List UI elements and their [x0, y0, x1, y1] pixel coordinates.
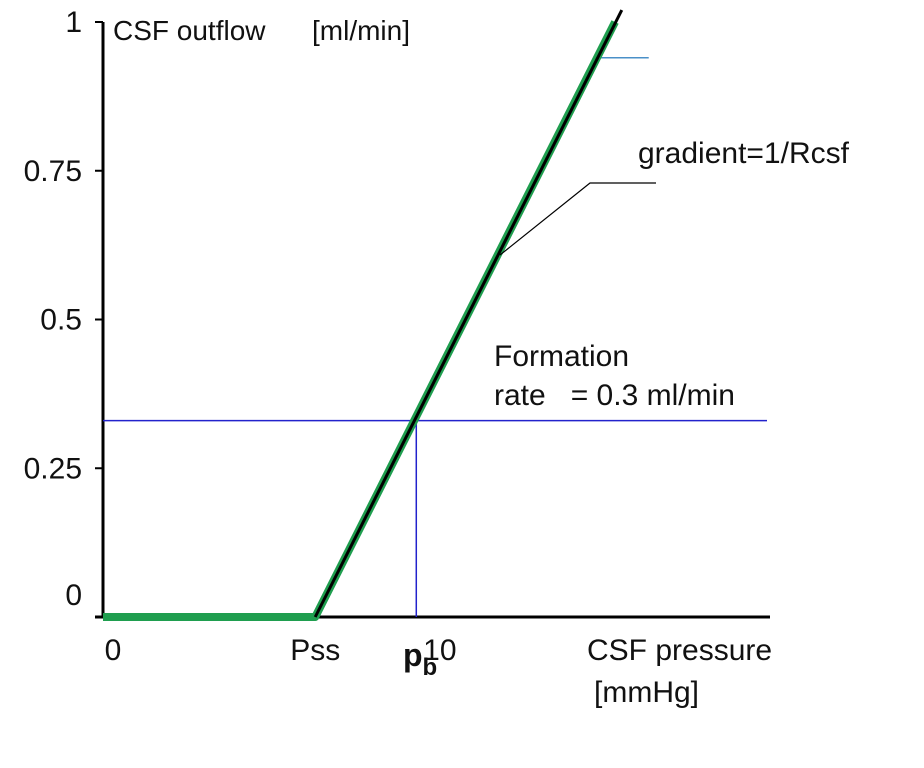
y-tick-label: 1: [65, 6, 82, 39]
y-axis-label: CSF outflow: [113, 15, 266, 46]
pb-label: pb: [403, 637, 437, 681]
gradient-label: gradient=1/Rcsf: [638, 137, 850, 170]
pb-label-subscript: b: [423, 654, 438, 681]
x-ticks: 0 Pss 10: [105, 634, 457, 667]
x-tick-label: Pss: [290, 634, 340, 667]
y-tick-label: 0.25: [24, 452, 82, 485]
y-tick-label: 0.75: [24, 155, 82, 188]
pb-label-main: p: [403, 637, 423, 673]
x-tick-label: 0: [105, 634, 122, 667]
x-axis-label: CSF pressure: [587, 634, 772, 667]
x-tick-label: 10: [423, 634, 456, 667]
y-ticks: 0 0.25 0.5 0.75 1: [24, 6, 103, 618]
formation-rate-label-line2: rate = 0.3 ml/min: [494, 379, 735, 412]
x-axis-unit: [mmHg]: [594, 676, 699, 709]
y-tick-label: 0: [65, 579, 82, 612]
y-tick-label: 0.5: [40, 304, 82, 337]
gradient-leader-line: [499, 182, 656, 256]
y-axis-unit: [ml/min]: [312, 15, 410, 46]
series-model-line: [313, 9, 624, 618]
formation-rate-label-line1: Formation: [494, 340, 629, 373]
